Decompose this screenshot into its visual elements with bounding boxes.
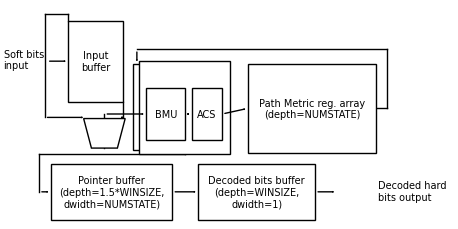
FancyBboxPatch shape (147, 88, 185, 141)
FancyBboxPatch shape (198, 164, 315, 220)
FancyBboxPatch shape (192, 88, 222, 141)
Polygon shape (84, 119, 125, 148)
Text: Decoded bits buffer
(depth=WINSIZE,
dwidth=1): Decoded bits buffer (depth=WINSIZE, dwid… (208, 175, 305, 209)
Text: Input
buffer: Input buffer (81, 51, 110, 73)
Text: BMU: BMU (155, 109, 177, 120)
Text: Decoded hard
bits output: Decoded hard bits output (378, 181, 447, 202)
FancyBboxPatch shape (51, 164, 172, 220)
FancyBboxPatch shape (69, 22, 123, 102)
Text: Path Metric reg. array
(depth=NUMSTATE): Path Metric reg. array (depth=NUMSTATE) (259, 98, 365, 120)
FancyBboxPatch shape (248, 65, 376, 153)
FancyBboxPatch shape (139, 61, 230, 154)
FancyBboxPatch shape (133, 65, 226, 151)
Text: ACS: ACS (197, 109, 217, 120)
Text: Soft bits
input: Soft bits input (4, 49, 44, 71)
Text: Pointer buffer
(depth=1.5*WINSIZE,
dwidth=NUMSTATE): Pointer buffer (depth=1.5*WINSIZE, dwidt… (59, 175, 164, 209)
